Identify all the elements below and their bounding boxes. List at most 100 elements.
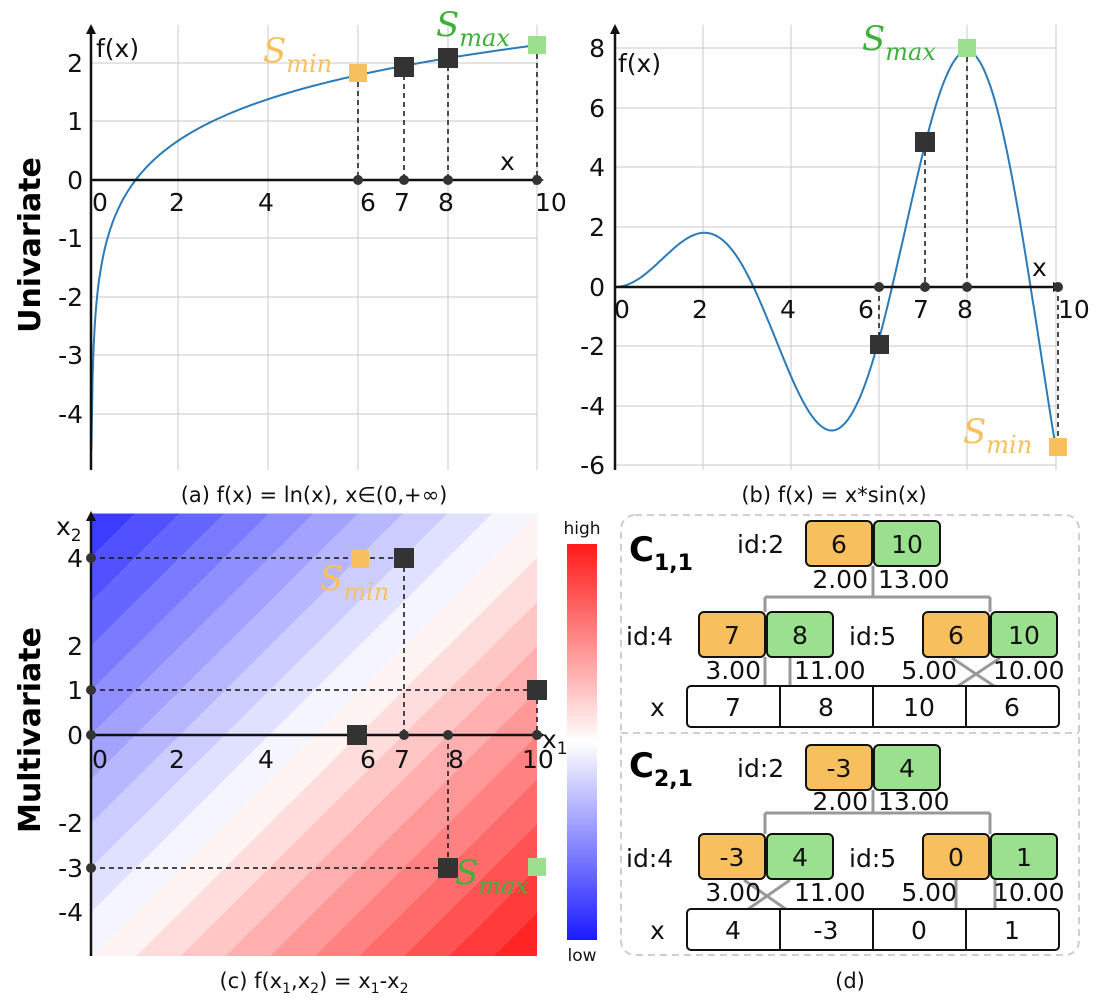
tree-node-id: id:5: [849, 844, 896, 873]
panel-b-xlabel: x: [1032, 253, 1047, 282]
heatmap-band: [91, 513, 225, 647]
panel-b-smax-square: [958, 39, 976, 57]
panel-a-ytick: -3: [58, 341, 83, 370]
tree-node-min-box: [805, 744, 873, 791]
tree-c11: C1,1 id:2 6 10 2.00 13.00 id:4 7: [626, 520, 1065, 728]
tree-node-left-score: 5.00: [901, 656, 957, 685]
panel-b-curve: [615, 50, 1057, 450]
panel-d-caption: (d): [835, 969, 865, 993]
panel-c-smax-label: Smax: [455, 853, 529, 900]
x-row-cell: 8: [818, 693, 834, 722]
panel-b-xtick: 2: [692, 295, 708, 324]
panel-b-ytick: 0: [589, 273, 605, 302]
tree-node-right-score: 11.00: [794, 656, 866, 685]
panel-c-point-square: [394, 548, 414, 568]
panel-b-axis-dot: [874, 282, 884, 292]
tree-c21-title: C2,1: [629, 746, 693, 792]
panel-b-ytick: -4: [580, 392, 605, 421]
tree-node-min-box: [805, 520, 873, 567]
panel-b-ytick: -6: [580, 451, 605, 480]
panel-c-axis-dot: [86, 553, 96, 563]
panel-a: f(x) x 0 2 4 6 7 8 10 2 1 0 -1 -2 -3 -4: [58, 5, 567, 507]
panel-a-xtick: 7: [394, 188, 410, 217]
panel-a-ytick: 2: [67, 49, 83, 78]
panel-b-axis-dot: [920, 282, 930, 292]
x-row-cell: -3: [814, 916, 839, 945]
tree-node-min-value: 0: [948, 843, 964, 872]
heatmap-band: [136, 557, 537, 956]
tree-node-min-value: -3: [720, 843, 745, 872]
panel-a-ytick: -1: [58, 224, 83, 253]
panel-c-ytick: 0: [67, 721, 83, 750]
tree-node-min-value: 7: [724, 621, 740, 650]
row-label-univariate: Univariate: [13, 157, 48, 333]
panel-c-smax-square: [528, 858, 546, 876]
heatmap-band: [91, 513, 136, 558]
tree-node-min-box: [922, 833, 990, 880]
heatmap-band: [269, 690, 537, 956]
x-row-cell: 1: [1004, 916, 1020, 945]
panel-c-ytick: 2: [67, 632, 83, 661]
tree-node-left-score: 2.00: [812, 565, 868, 594]
tree-node-min-box: [698, 611, 766, 658]
panel-b-axis-dot: [1053, 282, 1063, 292]
panel-c-ytick: 4: [67, 544, 83, 573]
x-row-cell: 7: [725, 693, 741, 722]
heatmap-band: [225, 646, 537, 956]
tree-node-max-value: 4: [792, 843, 808, 872]
panel-b-ytick: 6: [589, 94, 605, 123]
tree-node-max-box: [873, 520, 941, 567]
panel-a-point-square: [438, 48, 458, 68]
tree-node-left-score: 3.00: [705, 656, 761, 685]
panel-a-axis-dot: [353, 175, 363, 185]
tree-node-max-box: [990, 611, 1058, 658]
panel-a-curve: [90, 44, 538, 450]
panel-b-xtick: 6: [858, 295, 874, 324]
panel-c-ytick: -4: [58, 898, 83, 927]
heatmap-band: [180, 602, 537, 956]
heatmap-band: [448, 867, 537, 956]
row-label-multivariate: Multivariate: [13, 627, 48, 833]
panel-c-axis-dot: [86, 863, 96, 873]
panel-a-axis-dot: [399, 175, 409, 185]
tree-node-min-value: 6: [831, 530, 847, 559]
tree-node-left-score: 3.00: [705, 878, 761, 907]
panel-c-axis-dot: [86, 730, 96, 740]
panel-a-ytick: 1: [67, 107, 83, 136]
panel-b-ylabel: f(x): [618, 49, 661, 78]
panel-c-smin-label: Smin: [320, 559, 389, 606]
heatmap-band: [403, 823, 537, 956]
panel-b-xtick: 10: [1058, 295, 1090, 324]
panel-c-point-square: [527, 680, 547, 700]
panel-c-point-square: [347, 725, 367, 745]
heatmap-band: [492, 912, 537, 956]
panel-a-smin-square: [349, 64, 367, 82]
panel-b-smin-label: Smin: [963, 412, 1032, 459]
panel-a-ylabel: f(x): [96, 34, 139, 63]
heatmap-band: [91, 513, 537, 956]
panel-c-ytick: -3: [58, 854, 83, 883]
colorbar-high-label: high: [563, 519, 600, 539]
panel-c-point-square: [438, 858, 458, 878]
panel-a-xtick: 8: [438, 188, 454, 217]
panel-b-point-square: [870, 335, 889, 354]
tree-c21: C2,1 id:2 -3 4 2.00 13.00 id:4 -3 4: [626, 744, 1065, 951]
tree-node-min-box: [698, 833, 766, 880]
tree-node-max-box: [990, 833, 1058, 880]
tree-node-id: id:4: [626, 844, 673, 873]
panel-b-xtick: 8: [957, 295, 973, 324]
tree-node-right-score: 10.00: [993, 656, 1065, 685]
tree-node-min-box: [922, 611, 990, 658]
tree-node-right-score: 11.00: [794, 878, 866, 907]
panel-b: f(x) x 0 2 4 6 7 8 10 8 6 4 2 0 -2 -4 -6: [580, 19, 1090, 507]
panel-d: C1,1 id:2 6 10 2.00 13.00 id:4 7: [620, 514, 1080, 993]
tree-node-min-value: 6: [948, 621, 964, 650]
panel-c-xtick: 7: [394, 745, 410, 774]
panel-c-axis-dot: [86, 685, 96, 695]
heatmap-band: [91, 513, 359, 780]
colorbar: [567, 544, 597, 940]
tree-node-max-box: [766, 611, 834, 658]
panel-a-xtick: 6: [360, 188, 376, 217]
heatmap-band: [91, 513, 270, 691]
